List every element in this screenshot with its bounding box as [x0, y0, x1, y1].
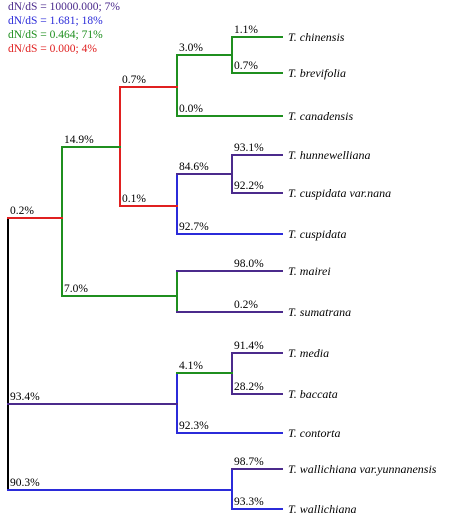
branch-support-label: 98.0% — [234, 258, 264, 270]
branch-labels: 0.2% 93.4% 90.3% 14.9% 7.0% 0.7% 0.1% 3.0% 0.0% 1… — [10, 24, 264, 508]
taxon-label: T. baccata — [288, 387, 338, 401]
branch-support-label: 0.2% — [10, 205, 34, 217]
taxon-label: T. hunnewelliana — [288, 148, 370, 162]
branch-support-label: 93.3% — [234, 496, 264, 508]
taxon-label: T. wallichiana — [288, 502, 356, 516]
branch-support-label: 0.7% — [234, 60, 258, 72]
branch-support-label: 92.3% — [179, 420, 209, 432]
taxon-label: T. brevifolia — [288, 66, 346, 80]
taxon-label: T. canadensis — [288, 109, 353, 123]
taxon-label: T. wallichiana var.yunnanensis — [288, 462, 437, 476]
branch-support-label: 7.0% — [64, 283, 88, 295]
branch-support-label: 4.1% — [179, 360, 203, 372]
legend-entry: dN/dS = 0.464; 71% — [8, 29, 103, 41]
tree-branches — [7, 36, 283, 510]
taxon-label: T. mairei — [288, 264, 331, 278]
branch-support-label: 93.1% — [234, 142, 264, 154]
taxon-label: T. cuspidata var.nana — [288, 186, 391, 200]
branch-support-label: 91.4% — [234, 340, 264, 352]
branch-support-label: 28.2% — [234, 381, 264, 393]
branch-support-label: 14.9% — [64, 134, 94, 146]
legend: dN/dS = 10000.000; 7% dN/dS = 1.681; 18% d… — [8, 1, 120, 55]
legend-entry: dN/dS = 1.681; 18% — [8, 15, 103, 27]
branch-support-label: 3.0% — [179, 42, 203, 54]
taxon-label: T. chinensis — [288, 30, 345, 44]
branch-support-label: 93.4% — [10, 391, 40, 403]
branch-support-label: 90.3% — [10, 477, 40, 489]
legend-entry: dN/dS = 10000.000; 7% — [8, 1, 120, 13]
taxon-label: T. sumatrana — [288, 305, 351, 319]
branch-support-label: 0.0% — [179, 103, 203, 115]
branch-support-label: 0.1% — [122, 193, 146, 205]
branch-support-label: 92.2% — [234, 180, 264, 192]
branch-support-label: 0.2% — [234, 299, 258, 311]
branch-support-label: 98.7% — [234, 456, 264, 468]
taxon-label: T. media — [288, 346, 329, 360]
taxon-labels: T. chinensis T. brevifolia T. canadensis T.… — [288, 30, 437, 516]
branch-support-label: 0.7% — [122, 74, 146, 86]
taxon-label: T. contorta — [288, 426, 340, 440]
branch-support-label: 84.6% — [179, 161, 209, 173]
branch-support-label: 1.1% — [234, 24, 258, 36]
taxon-label: T. cuspidata — [288, 227, 346, 241]
legend-entry: dN/dS = 0.000; 4% — [8, 43, 97, 55]
branch-support-label: 92.7% — [179, 221, 209, 233]
